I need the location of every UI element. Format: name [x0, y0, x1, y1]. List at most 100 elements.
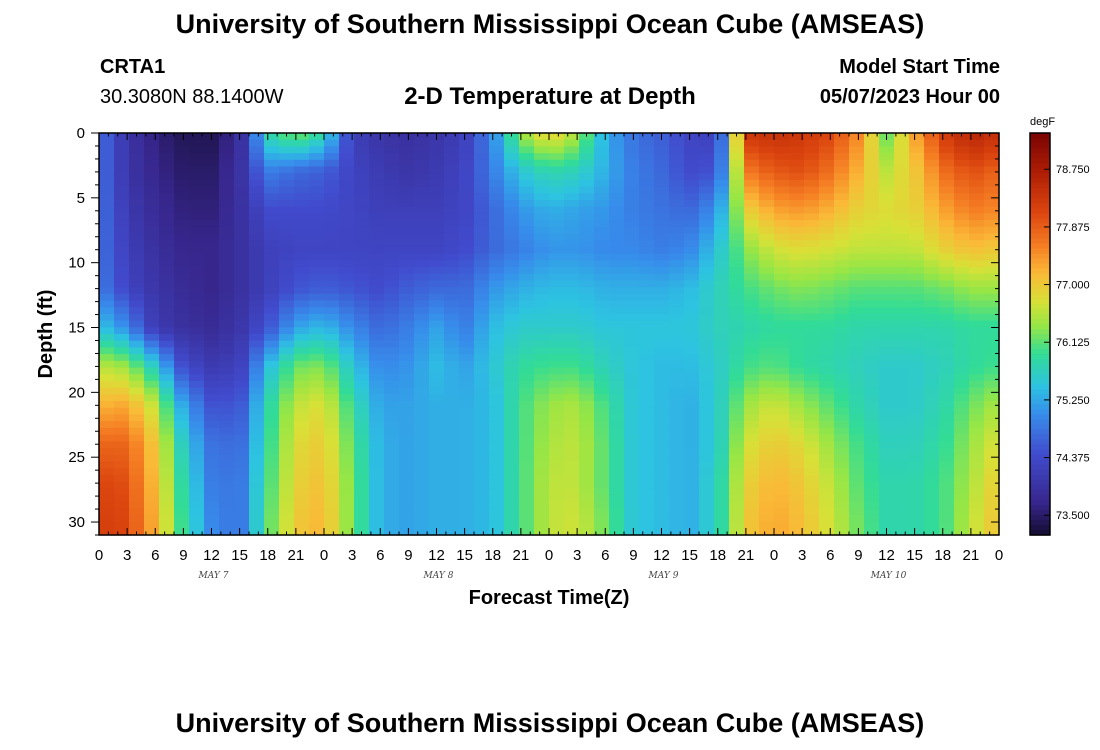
heatmap-cell	[699, 488, 715, 496]
heatmap-cell	[984, 441, 1000, 449]
heatmap-cell	[654, 253, 670, 261]
heatmap-cell	[789, 340, 805, 348]
heatmap-cell	[204, 139, 220, 147]
heatmap-cell	[864, 260, 880, 268]
heatmap-cell	[594, 508, 610, 516]
heatmap-cell	[414, 374, 430, 382]
heatmap-cell	[459, 146, 475, 154]
heatmap-cell	[474, 441, 490, 449]
heatmap-cell	[384, 240, 400, 248]
heatmap-cell	[939, 528, 955, 536]
heatmap-cell	[789, 427, 805, 436]
heatmap-cell	[444, 528, 460, 536]
heatmap-cell	[639, 407, 655, 415]
heatmap-cell	[744, 240, 760, 248]
heatmap-cell	[954, 313, 970, 322]
heatmap-cell	[264, 246, 280, 255]
heatmap-cell	[114, 260, 130, 268]
heatmap-cell	[939, 260, 955, 268]
heatmap-cell	[939, 226, 955, 235]
heatmap-cell	[294, 347, 310, 355]
heatmap-cell	[699, 153, 715, 161]
heatmap-cell	[834, 394, 850, 402]
heatmap-cell	[279, 387, 295, 395]
heatmap-cell	[624, 287, 640, 295]
heatmap-cell	[324, 501, 340, 509]
heatmap-cell	[789, 514, 805, 523]
heatmap-cell	[144, 133, 160, 141]
heatmap-cell	[924, 139, 940, 147]
heatmap-cell	[294, 260, 310, 268]
heatmap-cell	[444, 200, 460, 208]
heatmap-cell	[234, 133, 250, 141]
heatmap-cell	[234, 508, 250, 516]
heatmap-cell	[714, 146, 730, 154]
heatmap-cell	[834, 347, 850, 355]
heatmap-cell	[189, 461, 205, 469]
heatmap-cell	[894, 434, 910, 442]
heatmap-cell	[474, 374, 490, 382]
heatmap-cell	[729, 273, 745, 281]
heatmap-cell	[789, 494, 805, 503]
heatmap-cell	[684, 360, 700, 369]
heatmap-cell	[924, 434, 940, 442]
heatmap-cell	[324, 427, 340, 436]
heatmap-cell	[924, 387, 940, 395]
heatmap-cell	[309, 407, 325, 415]
heatmap-cell	[579, 347, 595, 355]
heatmap-cell	[429, 508, 445, 516]
heatmap-cell	[714, 347, 730, 355]
colorbar-segment	[1030, 394, 1050, 400]
heatmap-cell	[264, 374, 280, 382]
heatmap-cell	[714, 166, 730, 174]
heatmap-cell	[849, 133, 865, 141]
heatmap-cell	[339, 240, 355, 248]
heatmap-cell	[804, 481, 820, 489]
heatmap-cell	[774, 273, 790, 281]
heatmap-cell	[549, 454, 565, 462]
heatmap-cell	[219, 521, 235, 529]
heatmap-cell	[324, 206, 340, 214]
colorbar-segment	[1030, 419, 1050, 426]
heatmap-cell	[189, 139, 205, 147]
heatmap-cell	[234, 300, 250, 308]
heatmap-cell	[684, 260, 700, 268]
heatmap-cell	[264, 501, 280, 509]
heatmap-cell	[849, 528, 865, 536]
heatmap-cell	[114, 327, 130, 335]
heatmap-cell	[189, 307, 205, 315]
heatmap-cell	[489, 354, 505, 362]
heatmap-cell	[939, 494, 955, 503]
heatmap-cell	[609, 193, 625, 201]
heatmap-cell	[774, 186, 790, 194]
heatmap-cell	[864, 461, 880, 469]
heatmap-cell	[204, 447, 220, 456]
heatmap-cell	[579, 494, 595, 503]
heatmap-cell	[699, 320, 715, 328]
heatmap-cell	[534, 220, 550, 228]
heatmap-cell	[234, 354, 250, 362]
heatmap-cell	[174, 374, 190, 382]
heatmap-cell	[114, 340, 130, 348]
heatmap-cell	[309, 387, 325, 395]
heatmap-cell	[684, 347, 700, 355]
heatmap-cell	[699, 508, 715, 516]
heatmap-cell	[924, 246, 940, 255]
heatmap-cell	[444, 133, 460, 141]
heatmap-cell	[954, 246, 970, 255]
heatmap-cell	[324, 273, 340, 281]
heatmap-cell	[384, 320, 400, 328]
heatmap-cell	[954, 434, 970, 442]
heatmap-cell	[444, 354, 460, 362]
heatmap-cell	[849, 226, 865, 235]
heatmap-cell	[969, 159, 985, 168]
heatmap-cell	[669, 287, 685, 295]
heatmap-cell	[234, 253, 250, 261]
heatmap-cell	[729, 360, 745, 369]
heatmap-cell	[519, 139, 535, 147]
heatmap-cell	[174, 300, 190, 308]
heatmap-cell	[789, 246, 805, 255]
heatmap-cell	[414, 394, 430, 402]
heatmap-cell	[129, 441, 145, 449]
heatmap-cell	[519, 407, 535, 415]
